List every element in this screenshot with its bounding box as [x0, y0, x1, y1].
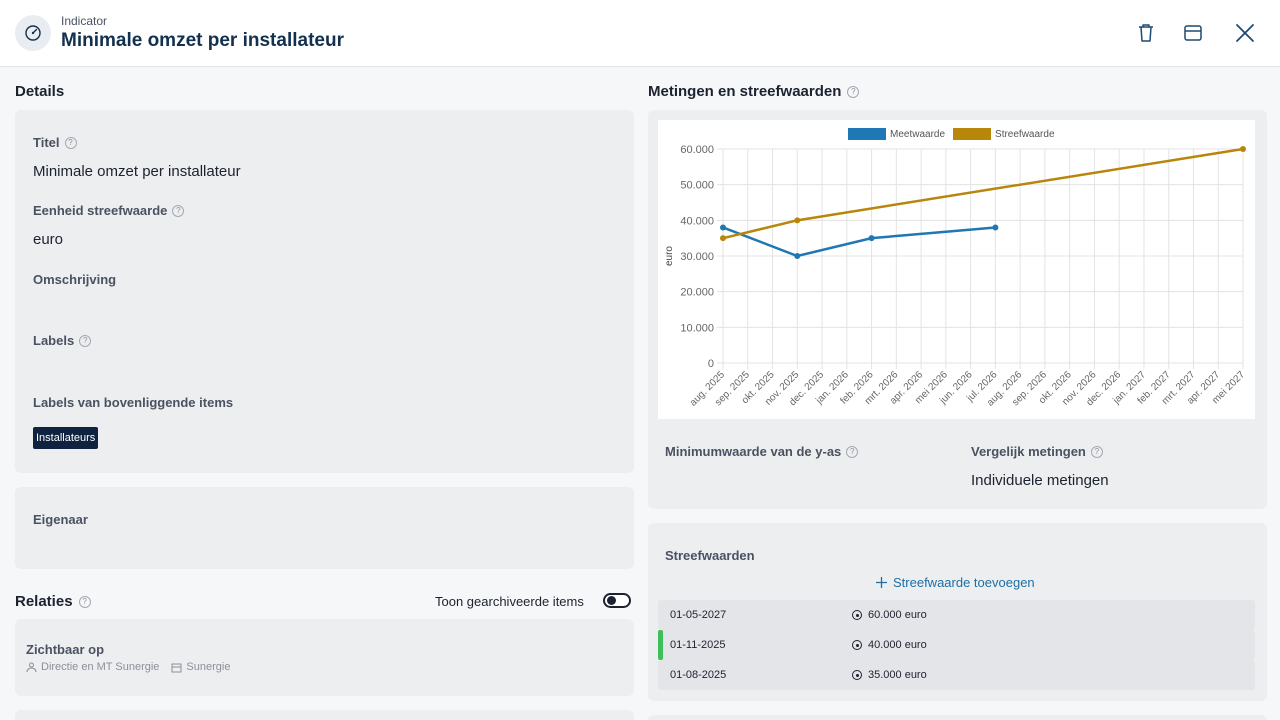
org-icon	[26, 662, 37, 672]
close-icon	[1236, 24, 1254, 42]
y-min-label: Minimumwaarde van de y-as?	[665, 444, 859, 459]
compare-label: Vergelijk metingen?	[971, 444, 1103, 459]
title-label: Titel?	[33, 135, 77, 150]
data-point-meetwaarde	[868, 235, 875, 242]
target-date: 01-05-2027	[670, 609, 727, 621]
description-label: Omschrijving	[33, 272, 117, 287]
labels-label: Labels?	[33, 333, 92, 348]
target-icon	[852, 640, 862, 650]
parent-labels-label: Labels van bovenliggende items	[33, 395, 234, 410]
help-icon[interactable]: ?	[79, 334, 92, 347]
help-icon[interactable]: ?	[1090, 445, 1103, 458]
relations-section-title: Relaties?	[15, 593, 91, 610]
archive-icon	[1184, 25, 1202, 41]
y-tick-label: 60.000	[680, 144, 714, 156]
help-icon[interactable]: ?	[847, 85, 860, 98]
owner-label: Eigenaar	[33, 512, 88, 527]
data-point-meetwaarde	[794, 253, 801, 259]
series-line-meetwaarde	[722, 226, 996, 258]
legend-item-streefwaarde[interactable]: Streefwaarde	[953, 128, 1055, 140]
help-icon[interactable]: ?	[172, 204, 185, 217]
targets-title: Streefwaarden	[665, 548, 755, 563]
target-icon	[852, 610, 862, 620]
details-section-title: Details	[15, 83, 65, 100]
visible-on-label: Zichtbaar op	[26, 642, 105, 657]
target-value: 40.000 euro	[852, 639, 927, 651]
page-title: Minimale omzet per installateur	[61, 30, 344, 51]
y-tick-label: 10.000	[680, 322, 714, 334]
unit-value: euro	[33, 231, 64, 248]
trash-icon	[1139, 24, 1153, 42]
header: Indicator Minimale omzet per installateu…	[0, 0, 1280, 67]
data-point-streefwaarde	[1240, 146, 1246, 152]
y-tick-label: 20.000	[680, 287, 714, 299]
data-point-streefwaarde	[794, 217, 801, 224]
visible-on-list: Directie en MT Sunergie Sunergie	[26, 661, 230, 673]
help-icon[interactable]: ?	[64, 136, 77, 149]
gauge-icon	[15, 15, 51, 51]
compare-value[interactable]: Individuele metingen	[971, 472, 1109, 489]
y-tick-label: 50.000	[680, 180, 714, 192]
target-date: 01-11-2025	[670, 639, 726, 651]
unit-label: Eenheid streefwaarde?	[33, 203, 185, 218]
measurements-section-title: Metingen en streefwaarden?	[648, 83, 860, 100]
chart-canvas: 010.00020.00030.00040.00050.00060.000aug…	[664, 144, 1247, 409]
visible-on-card: Zichtbaar op Directie en MT Sunergie Sun…	[15, 619, 634, 696]
help-icon[interactable]: ?	[78, 595, 91, 608]
plus-icon	[876, 577, 887, 588]
series-line-streefwaarde	[722, 147, 1244, 240]
help-icon[interactable]: ?	[846, 445, 859, 458]
data-point-meetwaarde	[720, 224, 726, 231]
header-kicker: Indicator	[61, 14, 108, 28]
target-value: 35.000 euro	[852, 669, 927, 681]
y-tick-label: 0	[708, 358, 714, 370]
target-row[interactable]: 01-08-2025 35.000 euro	[658, 660, 1255, 690]
archive-button[interactable]	[1178, 18, 1208, 48]
relation-item[interactable]: Directie en MT Sunergie	[26, 661, 159, 673]
delete-button[interactable]	[1131, 18, 1161, 48]
target-value: 60.000 euro	[852, 609, 927, 621]
close-button[interactable]	[1230, 18, 1260, 48]
target-icon	[852, 670, 862, 680]
y-tick-label: 30.000	[680, 251, 714, 263]
next-card	[648, 715, 1267, 720]
label-chip[interactable]: Installateurs	[33, 427, 99, 449]
relation-item[interactable]: Sunergie	[171, 661, 230, 673]
archived-toggle-label: Toon gearchiveerde items	[435, 594, 584, 609]
data-point-streefwaarde	[720, 235, 726, 242]
title-value: Minimale omzet per installateur	[33, 163, 241, 180]
building-icon	[171, 663, 182, 672]
target-row-active[interactable]: 01-11-2025 40.000 euro	[658, 630, 1255, 660]
target-date: 01-08-2025	[670, 669, 727, 681]
chart: Meetwaarde Streefwaarde 0 10.000 20.000 30.…	[658, 120, 1255, 419]
chart-legend: Meetwaarde Streefwaarde	[848, 128, 1055, 140]
next-card	[15, 710, 634, 720]
y-axis-label: euro	[664, 246, 675, 266]
target-row[interactable]: 01-05-2027 60.000 euro	[658, 600, 1255, 630]
y-tick-label: 40.000	[680, 215, 714, 227]
owner-card: Eigenaar	[15, 487, 634, 569]
add-target-button[interactable]: Streefwaarde toevoegen	[876, 575, 1035, 590]
legend-item-meetwaarde[interactable]: Meetwaarde	[848, 128, 945, 140]
data-point-meetwaarde	[992, 224, 999, 231]
details-card: Titel? Minimale omzet per installateur E…	[15, 110, 634, 473]
archived-toggle[interactable]	[603, 593, 631, 608]
